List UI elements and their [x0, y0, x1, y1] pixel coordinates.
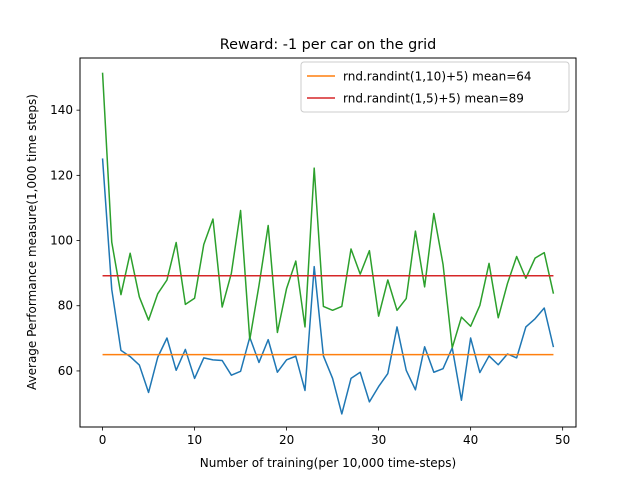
plot-frame — [79, 57, 577, 428]
legend: rnd.randint(1,10)+5) mean=64 rnd.randint(… — [300, 61, 570, 113]
ticks-layer: 0 10 20 30 40 50 60 80 100 120 140 — [50, 103, 570, 447]
legend-box — [300, 61, 570, 113]
legend-label-2: rnd.randint(1,5)+5) mean=89 — [343, 92, 524, 106]
y-axis-label: Average Performance measure(1,000 time s… — [25, 94, 39, 390]
x-tick-label: 20 — [279, 433, 294, 447]
y-tick-label: 80 — [58, 299, 73, 313]
x-tick-label: 10 — [187, 433, 202, 447]
y-tick-label: 60 — [58, 364, 73, 378]
y-tick-label: 140 — [50, 103, 73, 117]
y-tick-label: 120 — [50, 168, 73, 182]
x-tick-label: 30 — [371, 433, 386, 447]
x-tick-label: 0 — [99, 433, 107, 447]
legend-label-1: rnd.randint(1,10)+5) mean=64 — [343, 70, 532, 84]
y-tick-label: 100 — [50, 234, 73, 248]
chart-title: Reward: -1 per car on the grid — [220, 37, 437, 53]
series-line-1 — [101, 158, 555, 415]
x-axis-label: Number of training(per 10,000 time-steps… — [200, 456, 456, 470]
x-tick-label: 50 — [555, 433, 570, 447]
series-layer — [101, 72, 555, 415]
x-tick-label: 40 — [463, 433, 478, 447]
series-line-2 — [101, 72, 555, 349]
